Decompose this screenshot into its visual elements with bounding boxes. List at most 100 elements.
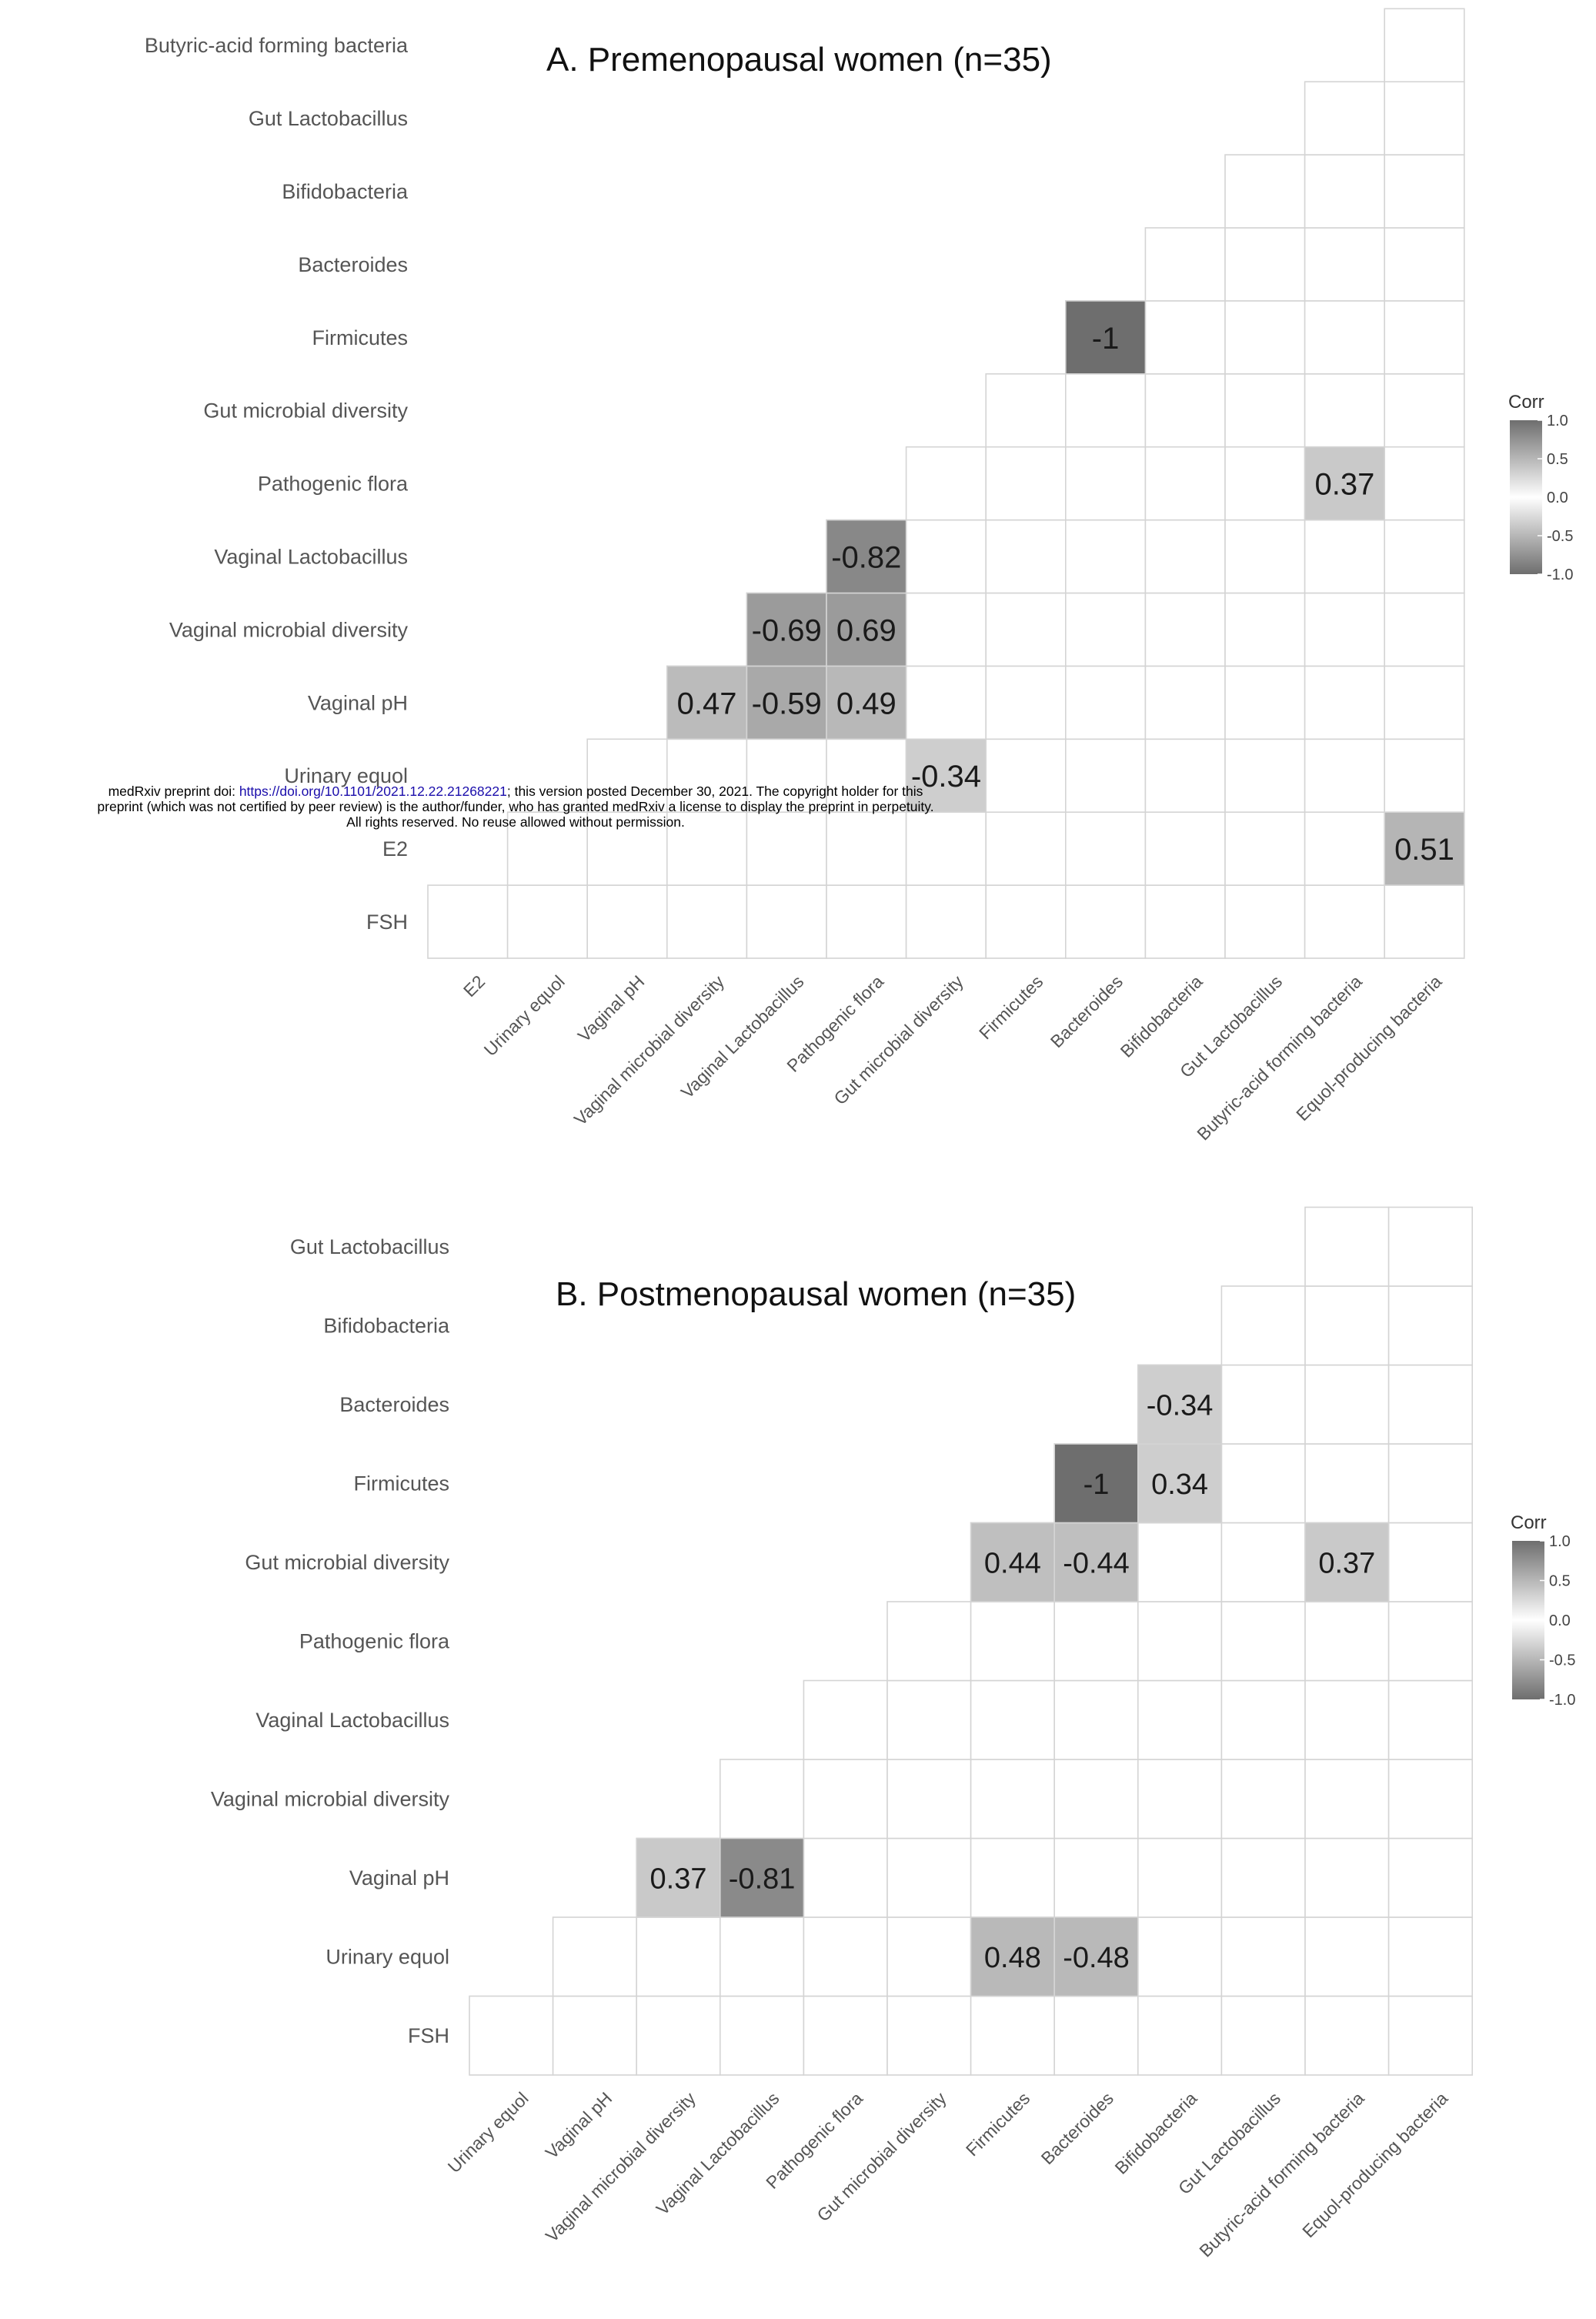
x-tick-label-e2: E2: [459, 971, 489, 1001]
x-tick-label-firmicutes: Firmicutes: [962, 2088, 1033, 2160]
grid-cell: [1144, 300, 1226, 375]
watermark-prefix: medRxiv preprint doi:: [108, 784, 239, 799]
grid-cell: [1387, 1443, 1473, 1524]
corr-cell-pathogenic-flora-butyric-acid-forming-bacteria: [1304, 446, 1385, 521]
grid-cell: [1304, 1995, 1390, 2076]
corr-value-label: -0.81: [729, 1863, 796, 1895]
grid-cell: [746, 884, 827, 959]
grid-cell: [1304, 1206, 1390, 1287]
grid-cell: [985, 446, 1067, 521]
corr-cell-firmicutes-bacteroides: [1065, 300, 1147, 375]
grid-cell: [1137, 1995, 1223, 2076]
grid-cell: [886, 1759, 972, 1839]
corr-cell-vaginal-ph-vaginal-lactobacillus: [746, 665, 827, 740]
x-tick-label-urinary-equol: Urinary equol: [444, 2088, 533, 2177]
corr-value-label: -0.69: [752, 613, 822, 647]
grid-cell: [970, 1995, 1055, 2076]
grid-cell: [1065, 373, 1147, 448]
corr-value-label: 0.37: [650, 1863, 707, 1895]
corr-value-label: 0.37: [1318, 1547, 1375, 1579]
corr-cell-vaginal-lactobacillus-pathogenic-flora: [826, 519, 907, 594]
grid-cell: [1304, 884, 1385, 959]
grid-cell: [1304, 738, 1385, 813]
grid-cell: [985, 519, 1067, 594]
grid-cell: [586, 738, 668, 813]
grid-cell: [1304, 1601, 1390, 1682]
x-tick-label-vaginal-ph: Vaginal pH: [574, 971, 649, 1046]
x-tick-label-bifidobacteria: Bifidobacteria: [1111, 2088, 1201, 2178]
corr-value-label: -0.44: [1063, 1547, 1130, 1579]
x-tick-label-bifidobacteria: Bifidobacteria: [1117, 971, 1207, 1061]
grid-cell: [427, 884, 509, 959]
grid-cell: [1304, 1679, 1390, 1760]
watermark-doi-link[interactable]: https://doi.org/10.1101/2021.12.22.21268…: [239, 784, 507, 799]
corr-value-label: 0.51: [1394, 833, 1454, 867]
grid-cell: [886, 1601, 972, 1682]
y-tick-label-gut-lactobacillus: Gut Lactobacillus: [249, 107, 408, 130]
y-tick-label-e2: E2: [382, 837, 408, 860]
medrxiv-watermark: medRxiv preprint doi: https://doi.org/10…: [0, 784, 1031, 830]
grid-cell: [1137, 1837, 1223, 1918]
grid-cell: [1144, 738, 1226, 813]
grid-cell: [1224, 227, 1306, 302]
y-tick-label-gut-microbial-diversity: Gut microbial diversity: [245, 1551, 449, 1574]
y-tick-label-bifidobacteria: Bifidobacteria: [323, 1315, 450, 1338]
grid-cell: [905, 884, 987, 959]
grid-cell: [826, 884, 907, 959]
corr-cell-bacteroides-bifidobacteria: [1137, 1364, 1223, 1445]
grid-cell: [1053, 1995, 1139, 2076]
corr-cell-vaginal-ph-vaginal-microbial-diversity: [666, 665, 748, 740]
grid-cell: [1137, 1522, 1223, 1602]
corr-value-label: -1: [1092, 322, 1120, 356]
y-tick-label-vaginal-microbial-diversity: Vaginal microbial diversity: [169, 618, 409, 641]
grid-cell: [970, 1601, 1055, 1682]
grid-cell: [1304, 1364, 1390, 1445]
corr-value-label: 0.48: [984, 1942, 1041, 1974]
legend-tick-label: -0.5: [1549, 1652, 1575, 1669]
grid-cell: [1304, 373, 1385, 448]
corr-cell-gut-microbial-diversity-bacteroides: [1053, 1522, 1139, 1602]
x-tick-label-butyric-acid-forming-bacteria: Butyric-acid forming bacteria: [1193, 971, 1366, 1144]
grid-cell: [1220, 1285, 1306, 1366]
grid-cell: [1220, 1837, 1306, 1918]
grid-cell: [1384, 8, 1465, 83]
y-tick-label-bifidobacteria: Bifidobacteria: [282, 180, 409, 203]
grid-cell: [1224, 519, 1306, 594]
heatmap-panel-b: 0.48 -0.48 0.37 -0.81 0.44 -0.44 0.37 -1 0.34 -0.…: [211, 1206, 1575, 2261]
grid-cell: [1065, 884, 1147, 959]
grid-cell: [1384, 373, 1465, 448]
watermark-line-1: medRxiv preprint doi: https://doi.org/10…: [0, 784, 1031, 799]
grid-cell: [905, 446, 987, 521]
legend-tick-label: 0.0: [1549, 1612, 1571, 1629]
x-tick-label-gut-microbial-diversity: Gut microbial diversity: [830, 971, 967, 1109]
grid-cell: [1220, 1522, 1306, 1602]
grid-cell: [1220, 1364, 1306, 1445]
grid-cell: [803, 1916, 888, 1997]
grid-cell: [803, 1837, 888, 1918]
y-tick-label-urinary-equol: Urinary equol: [284, 764, 408, 787]
grid-cell: [985, 884, 1067, 959]
grid-cell: [1220, 1443, 1306, 1524]
x-tick-label-vaginal-ph: Vaginal pH: [542, 2088, 616, 2163]
y-tick-label-vaginal-ph: Vaginal pH: [349, 1866, 449, 1890]
grid-cell: [506, 884, 588, 959]
grid-cell: [985, 811, 1067, 886]
grid-cell: [666, 738, 748, 813]
y-tick-label-vaginal-microbial-diversity: Vaginal microbial diversity: [211, 1788, 450, 1811]
corr-value-label: -0.59: [752, 687, 822, 720]
y-tick-label-fsh: FSH: [408, 2024, 449, 2047]
grid-cell: [886, 1995, 972, 2076]
grid-cell: [1137, 1601, 1223, 1682]
grid-cell: [985, 665, 1067, 740]
grid-cell: [1387, 1759, 1473, 1839]
grid-cell: [1065, 811, 1147, 886]
grid-cell: [666, 884, 748, 959]
corr-value-label: -0.34: [1147, 1389, 1214, 1422]
watermark-line-3: All rights reserved. No reuse allowed wi…: [346, 814, 685, 830]
grid-cell: [1304, 300, 1385, 375]
grid-cell: [469, 1995, 554, 2076]
grid-cell: [719, 1995, 805, 2076]
grid-cell: [1384, 300, 1465, 375]
grid-cell: [1065, 446, 1147, 521]
